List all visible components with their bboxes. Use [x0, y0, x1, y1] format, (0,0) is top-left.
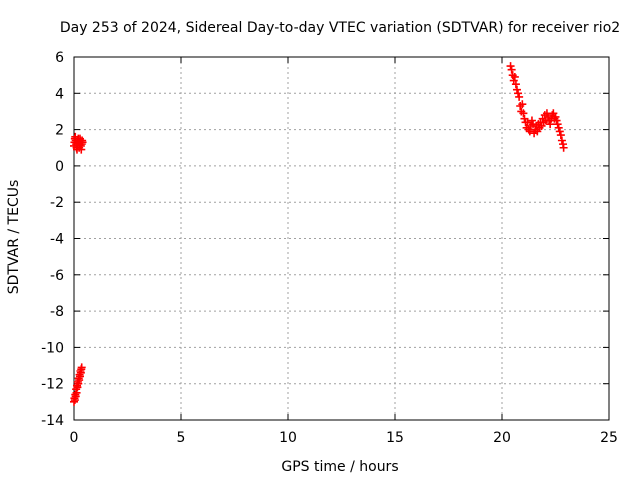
data-point	[555, 127, 564, 136]
x-tick-label: 20	[493, 430, 511, 446]
x-axis-label: GPS time / hours	[281, 459, 398, 475]
data-point	[518, 100, 527, 109]
y-tick-label: -6	[50, 268, 64, 284]
data-point	[71, 392, 80, 401]
y-tick-label: -14	[41, 413, 64, 429]
x-tick-label: 5	[177, 430, 186, 446]
data-point	[554, 123, 563, 132]
x-tick-label: 25	[600, 430, 618, 446]
data-point	[515, 92, 524, 101]
data-point	[546, 120, 555, 129]
y-tick-label: -10	[41, 340, 64, 356]
data-point	[512, 85, 521, 94]
data-point	[556, 131, 565, 140]
y-tick-label: -12	[41, 377, 64, 393]
data-point	[559, 143, 568, 152]
data-point	[557, 136, 566, 145]
y-tick-label: -8	[50, 304, 64, 320]
y-tick-label: 6	[55, 50, 64, 66]
data-point	[506, 62, 515, 71]
y-tick-label: -2	[50, 195, 64, 211]
data-point	[507, 65, 516, 74]
chart-title: Day 253 of 2024, Sidereal Day-to-day VTE…	[60, 20, 620, 36]
data-point	[72, 388, 81, 397]
data-points	[70, 62, 568, 406]
data-point	[527, 116, 536, 125]
data-point	[552, 116, 561, 125]
y-tick-label: -4	[50, 232, 64, 248]
data-point	[551, 112, 560, 121]
y-tick-label: 4	[55, 86, 64, 102]
data-point	[525, 127, 534, 136]
y-tick-label: 2	[55, 123, 64, 139]
y-tick-label: 0	[55, 159, 64, 175]
data-point	[510, 72, 519, 81]
data-point	[514, 89, 523, 98]
grid	[74, 57, 609, 420]
x-tick-label: 0	[70, 430, 79, 446]
data-point	[78, 138, 87, 147]
data-point	[511, 80, 520, 89]
x-tick-label: 10	[279, 430, 297, 446]
x-tick-label: 15	[386, 430, 404, 446]
data-point	[519, 109, 528, 118]
data-point	[77, 363, 86, 372]
data-point	[553, 120, 562, 129]
y-axis-label: SDTVAR / TECUs	[6, 180, 22, 295]
